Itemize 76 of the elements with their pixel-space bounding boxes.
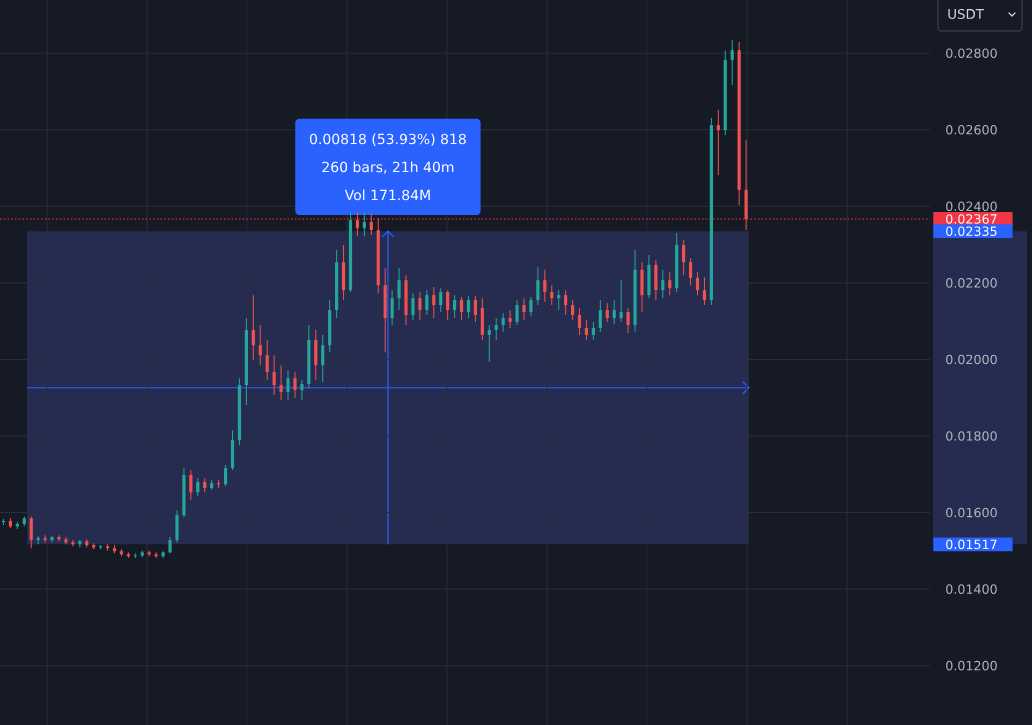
candlestick (557, 289, 561, 311)
candlestick (688, 257, 693, 286)
candlestick (439, 287, 443, 313)
candlestick (501, 312, 505, 333)
candlestick (466, 295, 471, 319)
candlestick (71, 539, 75, 547)
candlestick (564, 289, 568, 316)
candlestick (695, 271, 700, 296)
y-tick-label: 0.02000 (946, 354, 997, 365)
candlestick (661, 269, 665, 299)
annotation: Vol 171.84M (344, 189, 430, 201)
y-tick-label: 0.02335 (946, 226, 997, 236)
y-tick-label: 0.01800 (946, 431, 997, 441)
candlestick (536, 266, 540, 306)
candlestick (57, 534, 61, 542)
candlestick (452, 294, 457, 319)
candlestick (279, 364, 283, 401)
candlestick (411, 292, 415, 321)
candlestick (619, 279, 623, 323)
candlestick (550, 284, 554, 306)
candlestick (251, 294, 255, 361)
candlestick (362, 211, 366, 237)
y-tick-label: 0.01517 (946, 539, 997, 550)
candlestick (425, 289, 429, 316)
candlestick (487, 324, 491, 363)
candlestick (390, 289, 394, 326)
y-tick-label: 0.02800 (946, 48, 997, 58)
candlestick (369, 212, 373, 236)
candlestick (446, 289, 450, 321)
candlestick (43, 534, 47, 543)
ref-line-label: 0.02367 (946, 214, 997, 224)
candlestick (432, 286, 436, 319)
candlestick (515, 299, 519, 326)
candlestick (543, 269, 547, 303)
candlestick (716, 109, 720, 176)
y-tick-label: 0.02400 (946, 201, 997, 212)
candlestick (612, 299, 616, 325)
annotation: 0.00818 (53.93%) 818 (309, 133, 466, 146)
candlestick (473, 295, 478, 323)
candlestick (702, 276, 707, 306)
candlestick (397, 267, 401, 311)
candlestick (494, 317, 498, 341)
candlestick (682, 239, 686, 276)
annotation: 260 bars, 21h 40m (322, 161, 454, 174)
candlestick (293, 371, 297, 399)
candlestick (223, 464, 228, 487)
candlestick (577, 307, 582, 336)
candlestick (258, 324, 262, 366)
candlestick (668, 271, 672, 296)
candlestick (272, 354, 276, 396)
candlestick (300, 379, 304, 401)
candlestick (522, 297, 526, 321)
candlestick (529, 296, 533, 317)
y-tick-label: 0.01600 (946, 507, 997, 518)
y-tick-label: 0.01200 (946, 660, 997, 671)
candlestick (286, 369, 290, 401)
y-axis-title: USDT (948, 8, 984, 20)
candlestick (459, 296, 464, 321)
candlestick (321, 334, 325, 383)
y-tick-label: 0.02200 (946, 278, 997, 288)
candlestick (508, 309, 512, 329)
candlestick (50, 535, 54, 543)
y-tick-label: 0.02600 (946, 124, 997, 135)
candlestick (626, 307, 630, 334)
candlestick (598, 299, 602, 333)
candlestick (605, 302, 609, 323)
candlestick (355, 211, 360, 237)
candlestick (418, 291, 422, 321)
y-tick-label: 0.01400 (946, 584, 997, 594)
candlestick (265, 339, 269, 381)
candlestick (189, 469, 193, 501)
candlestick (29, 515, 33, 549)
candlestick (64, 536, 68, 545)
candlestick (584, 319, 589, 341)
candlestick (730, 39, 734, 86)
candlestick (570, 299, 575, 321)
